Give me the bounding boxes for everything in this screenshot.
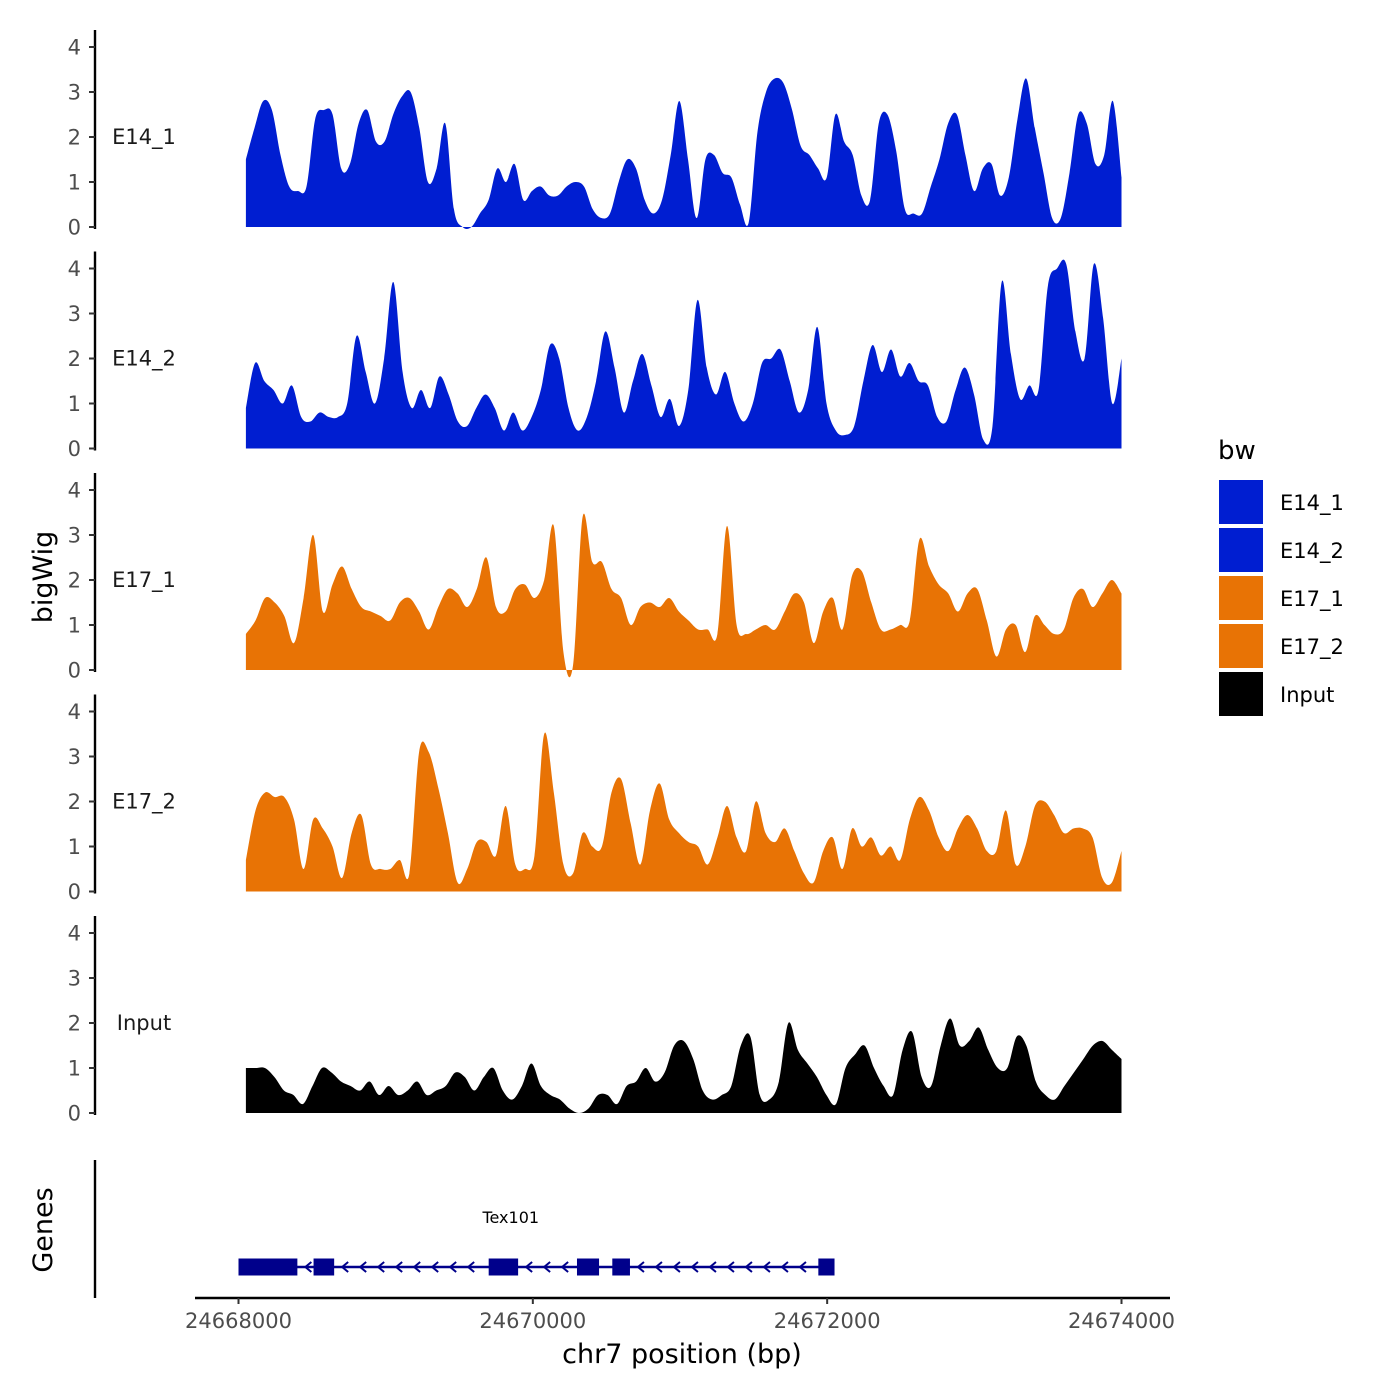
y-tick-label: 3 (68, 81, 81, 105)
strand-arrow (542, 1261, 551, 1273)
strand-arrow (672, 1261, 681, 1273)
strand-arrow (636, 1261, 645, 1273)
track-label: E14_2 (112, 347, 176, 372)
y-tick-label: 0 (68, 1102, 81, 1126)
gene-exon (313, 1258, 335, 1276)
gene-track: Tex101 (93, 1160, 835, 1298)
gene-exon (238, 1258, 298, 1276)
strand-arrow (430, 1261, 439, 1273)
y-tick-label: 2 (68, 347, 81, 371)
gene-exon (576, 1258, 600, 1276)
y-tick-label: 4 (68, 700, 81, 724)
y-tick-label: 0 (68, 216, 81, 240)
y-tick-label: 3 (68, 967, 81, 991)
strand-arrow (466, 1261, 475, 1273)
gene-exon (612, 1258, 630, 1276)
signal-area-input (245, 1018, 1122, 1113)
signal-area-e17-1 (245, 513, 1122, 678)
gene-label: Tex101 (481, 1208, 539, 1227)
gene-tex101: Tex101 (238, 1208, 835, 1276)
genes-axis-title: Genes (28, 1187, 59, 1272)
strand-arrow (340, 1261, 349, 1273)
y-tick-label: 2 (68, 569, 81, 593)
y-tick-label: 4 (68, 36, 81, 60)
track-label: E17_1 (112, 568, 176, 593)
y-tick-label: 1 (68, 614, 81, 638)
x-axis: 24668000 24670000 24672000 24674000 (185, 1296, 1175, 1333)
track-panel-e14-1: 0 1 2 3 4 E14_1 (68, 30, 1122, 240)
legend: bw E14_1 E14_2 E17_1 E17_2 Input (1218, 436, 1344, 716)
strand-arrow (394, 1261, 403, 1273)
signal-area-e17-2 (245, 732, 1122, 892)
x-tick-label: 24668000 (185, 1309, 292, 1333)
gene-exon (488, 1258, 519, 1276)
y-tick-label: 0 (68, 437, 81, 461)
y-tick-label: 4 (68, 479, 81, 503)
signal-area-e14-2 (245, 259, 1122, 449)
track-panel-e17-2: 0 1 2 3 4 E17_2 (68, 694, 1122, 904)
y-axis-title: bigWig (28, 531, 59, 624)
y-tick-label: 4 (68, 257, 81, 281)
x-axis-title: chr7 position (bp) (562, 1339, 802, 1370)
y-tick-label: 2 (68, 126, 81, 150)
track-panels: 0 1 2 3 4 E14_1 0 1 2 3 4 E14_2 0 1 2 3 4 E17_1 0 1 2 3 4 E17_2… (68, 30, 1122, 1126)
strand-arrow (358, 1261, 367, 1273)
signal-area-e14-1 (245, 77, 1122, 229)
legend-key (1219, 528, 1263, 572)
legend-label: E17_2 (1280, 635, 1344, 660)
track-label: E17_2 (112, 790, 176, 815)
strand-arrow (690, 1261, 699, 1273)
legend-key (1219, 576, 1263, 620)
y-tick-label: 0 (68, 659, 81, 683)
y-tick-label: 4 (68, 922, 81, 946)
track-panel-e17-1: 0 1 2 3 4 E17_1 (68, 473, 1122, 683)
y-tick-label: 1 (68, 1057, 81, 1081)
y-tick-label: 2 (68, 790, 81, 814)
legend-label: E14_2 (1280, 539, 1344, 564)
track-label: Input (117, 1011, 171, 1035)
legend-key (1219, 480, 1263, 524)
strand-arrow (762, 1261, 771, 1273)
y-tick-label: 2 (68, 1012, 81, 1036)
track-label: E14_1 (112, 125, 176, 150)
y-tick-label: 3 (68, 302, 81, 326)
x-tick-label: 24674000 (1068, 1309, 1175, 1333)
legend-title: bw (1218, 436, 1256, 466)
strand-arrow (376, 1261, 385, 1273)
y-tick-label: 1 (68, 835, 81, 859)
strand-arrow (726, 1261, 735, 1273)
strand-arrow (780, 1261, 789, 1273)
legend-label: Input (1280, 683, 1334, 707)
y-tick-label: 3 (68, 524, 81, 548)
track-panel-e14-2: 0 1 2 3 4 E14_2 (68, 251, 1122, 461)
legend-label: E17_1 (1280, 587, 1344, 612)
y-tick-label: 1 (68, 392, 81, 416)
y-tick-label: 0 (68, 880, 81, 904)
y-tick-label: 1 (68, 171, 81, 195)
x-tick-label: 24670000 (479, 1309, 586, 1333)
strand-arrow (303, 1261, 313, 1273)
strand-arrow (560, 1261, 569, 1273)
strand-arrow (524, 1261, 533, 1273)
x-tick-label: 24672000 (774, 1309, 881, 1333)
gene-exon (818, 1258, 835, 1276)
legend-label: E14_1 (1280, 491, 1344, 516)
strand-arrow (744, 1261, 753, 1273)
legend-key (1219, 672, 1263, 716)
legend-key (1219, 624, 1263, 668)
strand-arrow (412, 1261, 421, 1273)
track-panel-input: 0 1 2 3 4 Input (68, 916, 1122, 1126)
strand-arrow (654, 1261, 663, 1273)
strand-arrow (448, 1261, 457, 1273)
strand-arrow (798, 1261, 807, 1273)
y-tick-label: 3 (68, 745, 81, 769)
strand-arrow (708, 1261, 717, 1273)
